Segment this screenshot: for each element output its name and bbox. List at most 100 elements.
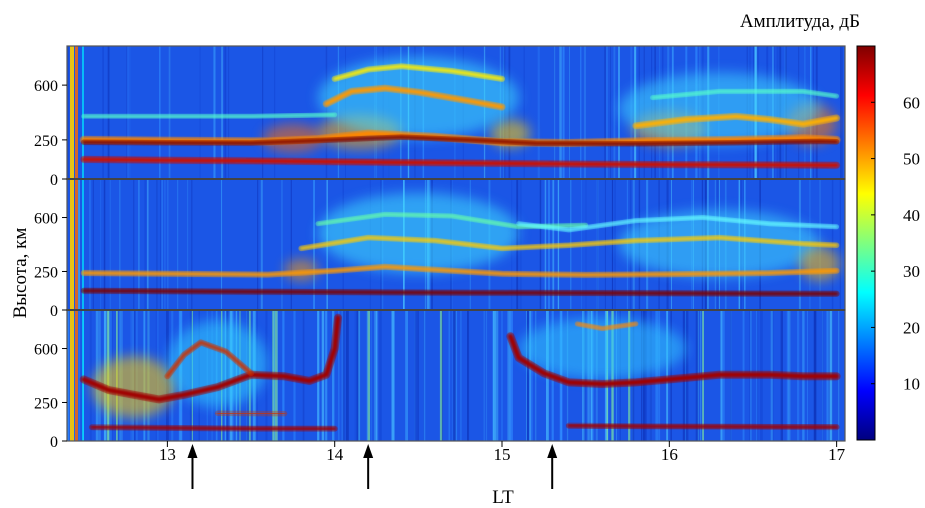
interference-stripe [367,310,370,441]
noise-stripe [548,179,550,310]
noise-stripe [493,310,496,441]
noise-stripe [338,310,340,441]
noise-stripe [167,179,169,310]
noise-stripe [417,310,419,441]
echo-trace [81,315,341,402]
noise-stripe [366,310,368,441]
noise-stripe [221,179,222,310]
echo-trace [82,265,839,277]
noise-stripe [379,310,382,441]
echo-region [318,192,519,273]
time-markers [187,444,558,489]
edge-stripe [82,179,84,310]
noise-stripe [554,46,556,179]
arrow-head [547,444,558,458]
edge-stripe [70,310,74,441]
noise-stripe [414,310,417,441]
noise-stripe [107,46,110,179]
noise-stripe [483,310,486,441]
noise-stripe [281,179,283,310]
noise-stripe [486,310,488,441]
edge-stripe [75,46,78,179]
noise-stripe [127,46,129,179]
echo-trace [633,114,839,128]
noise-stripe [67,46,70,179]
noise-stripe [187,179,189,310]
noise-stripe [562,46,565,179]
y-tick-label: 0 [50,434,58,451]
noise-stripe [213,46,216,179]
noise-stripe [391,310,395,441]
colorbar-tick-label: 50 [903,150,920,169]
noise-stripe [666,310,669,441]
colorbar-label: Амплитуда, дБ [740,11,860,32]
noise-stripe [557,179,559,310]
noise-stripe [529,310,531,441]
noise-stripe [262,46,264,179]
noise-stripe [516,179,519,310]
echo-trace [299,236,838,250]
echo-region [518,317,687,380]
noise-stripe [89,179,91,310]
noise-stripe [682,310,685,441]
noise-stripe [539,179,542,310]
y-tick-label: 0 [50,172,58,189]
noise-stripe [644,310,647,441]
noise-stripe [159,46,161,179]
noise-stripe [133,179,135,310]
x-tick-label: 13 [159,445,176,464]
noise-stripe [341,310,344,441]
noise-stripe [452,310,454,441]
y-axis-label: Высота, км [10,228,31,319]
echo-trace [576,322,637,330]
noise-stripe [302,310,305,441]
noise-stripe [221,179,223,310]
time-marker-arrow [187,444,198,489]
noise-stripe [526,310,527,441]
noise-stripe [129,46,131,179]
noise-stripe [649,310,652,441]
noise-stripe [191,179,193,310]
noise-stripe [332,310,335,441]
noise-stripe [658,310,661,441]
interference-stripe [439,310,443,441]
noise-stripe [655,310,658,441]
colorbar-tick-label: 20 [903,318,920,337]
noise-stripe [177,179,179,310]
echo-trace [507,333,840,387]
noise-stripe [119,179,121,310]
y-tick-label: 600 [34,342,58,359]
noise-stripe [839,179,841,310]
colorbar-tick-label: 40 [903,206,920,225]
noise-stripe [454,310,458,441]
noise-stripe [495,310,499,441]
noise-stripe [126,46,127,179]
noise-stripe [611,179,614,310]
noise-stripe [92,179,94,310]
colorbar: 10 20 30 40 50 60 [856,45,920,441]
noise-stripe [358,310,361,441]
noise-stripe [161,179,163,310]
noise-stripe [527,310,529,441]
noise-stripe [274,46,276,179]
noise-stripe [530,310,533,441]
noise-stripe [78,310,81,441]
noise-stripe [613,46,616,179]
x-tick-label: 16 [661,445,678,464]
noise-stripe [160,179,161,310]
y-tick-label: 0 [50,303,58,320]
echo-trace [82,135,838,146]
noise-stripe [164,179,166,310]
noise-stripe [293,310,296,441]
noise-stripe [68,46,69,179]
heatmap-panel-2 [67,179,845,310]
noise-stripe [507,310,510,441]
noise-stripe [618,46,620,179]
edge-stripe [75,310,78,441]
noise-stripe [199,46,201,179]
y-tick-label: 600 [34,78,58,95]
colorbar-tick-label: 60 [903,93,920,112]
echo-trace [82,289,839,296]
noise-stripe [78,179,80,310]
noise-stripe [228,46,230,179]
